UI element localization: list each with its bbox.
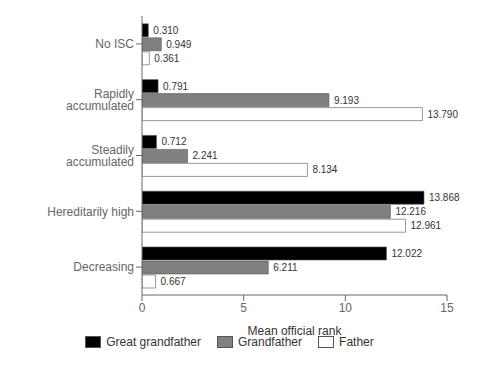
svg-text:Mean official rank: Mean official rank [248, 324, 343, 338]
svg-text:6.211: 6.211 [273, 262, 298, 273]
svg-text:13.868: 13.868 [429, 192, 460, 203]
html-text:Grandfather: Grandfather [238, 335, 302, 349]
svg-text:12.022: 12.022 [391, 248, 422, 259]
svg-text:No ISC: No ISC [95, 37, 134, 51]
svg-text:Steadilyaccumulated: Steadilyaccumulated [66, 143, 134, 169]
svg-text:Hereditarily high: Hereditarily high [47, 205, 134, 219]
svg-text:0.310: 0.310 [153, 25, 178, 36]
svg-text:0: 0 [139, 301, 146, 315]
svg-text:15: 15 [440, 301, 454, 315]
svg-text:0.667: 0.667 [161, 276, 186, 287]
svg-text:12.216: 12.216 [395, 206, 426, 217]
svg-text:12.961: 12.961 [411, 220, 442, 231]
html-text:Great grandfather: Great grandfather [106, 335, 201, 349]
svg-text:Rapidlyaccumulated: Rapidlyaccumulated [66, 87, 134, 113]
svg-text:0.361: 0.361 [154, 53, 179, 64]
svg-text:13.790: 13.790 [427, 109, 458, 120]
svg-text:Decreasing: Decreasing [73, 260, 134, 274]
svg-text:8.134: 8.134 [312, 164, 337, 175]
svg-text:9.193: 9.193 [334, 95, 359, 106]
svg-text:0.791: 0.791 [163, 81, 188, 92]
svg-text:0.949: 0.949 [166, 39, 191, 50]
svg-text:5: 5 [240, 301, 247, 315]
svg-text:10: 10 [339, 301, 353, 315]
svg-text:2.241: 2.241 [193, 150, 218, 161]
html-text:Father: Father [339, 335, 374, 349]
svg-text:0.712: 0.712 [161, 136, 186, 147]
